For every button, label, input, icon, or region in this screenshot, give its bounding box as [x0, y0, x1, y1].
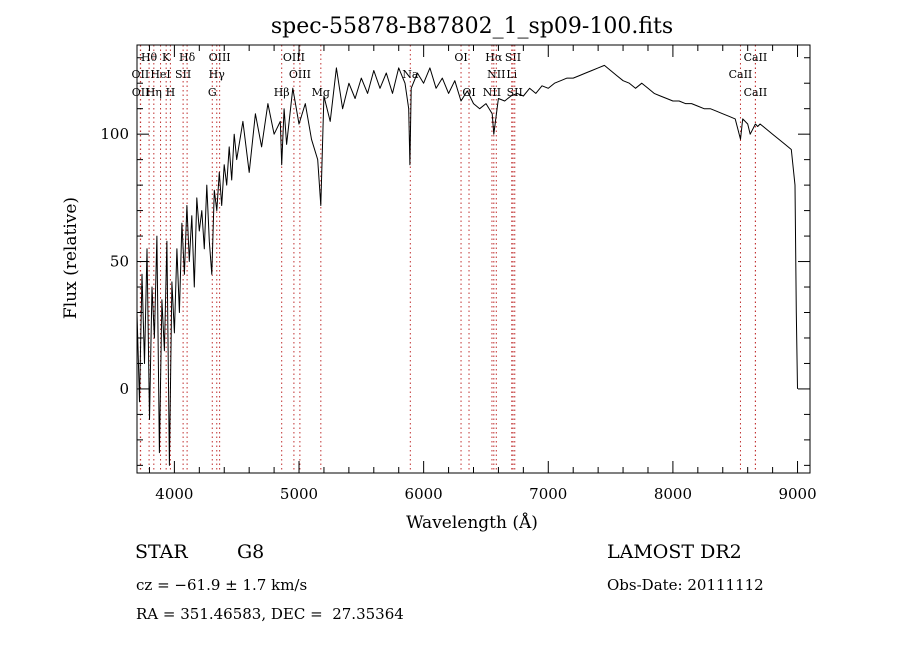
subclass-label: G8	[237, 541, 265, 563]
x-tick-label: 8000	[654, 485, 692, 503]
line-marker-label: CaII	[729, 68, 753, 81]
line-marker-label: Li	[506, 68, 517, 81]
chart-title: spec-55878-B87802_1_sp09-100.fits	[271, 14, 673, 39]
line-marker-label: Hβ	[274, 86, 290, 99]
line-marker-label: Mg	[312, 86, 330, 99]
series-group	[136, 64, 798, 466]
axes: 4000 5000 6000 7000 8000 9000 0 50 100	[100, 45, 817, 503]
line-marker-label: NII	[487, 68, 505, 81]
line-marker-label: CaII	[744, 51, 768, 64]
line-marker-label: Hα	[485, 51, 503, 64]
line-marker-label: OII	[132, 68, 150, 81]
line-marker-label: OIII	[209, 51, 231, 64]
x-tick-label: 9000	[778, 485, 816, 503]
cz-readout: cz = −61.9 ± 1.7 km/s	[136, 576, 308, 594]
x-axis-label: Wavelength (Å)	[406, 512, 538, 533]
survey-label: LAMOST DR2	[607, 541, 742, 563]
x-tick-label: 6000	[405, 485, 443, 503]
line-marker-label: Hδ	[179, 51, 196, 64]
line-marker-label: H	[166, 86, 176, 99]
class-label: STAR	[135, 541, 188, 563]
x-tick-label: 5000	[280, 485, 318, 503]
y-tick-label: 100	[100, 125, 129, 143]
line-marker-label: CaII	[744, 86, 768, 99]
line-marker-label: HeI	[150, 68, 170, 81]
x-tick-label: 7000	[529, 485, 567, 503]
line-marker-label: SII	[505, 51, 521, 64]
coords-readout: RA = 351.46583, DEC = 27.35364	[136, 605, 404, 623]
spectrum-line	[136, 64, 798, 466]
line-marker-label: Na	[402, 68, 419, 81]
line-marker-label: OIII	[283, 51, 305, 64]
line-marker-label: NII	[483, 86, 501, 99]
line-marker-label: K	[162, 51, 171, 64]
line-marker-label: OII	[132, 86, 150, 99]
line-marker-label: G	[208, 86, 217, 99]
line-marker-label: OIII	[289, 68, 311, 81]
line-marker-label: OI	[462, 86, 475, 99]
line-marker-label: Hγ	[209, 68, 226, 81]
line-marker-label: Hθ	[141, 51, 158, 64]
y-tick-label: 0	[119, 380, 129, 398]
y-axis-label: Flux (relative)	[61, 197, 81, 319]
line-marker-label: Hη	[146, 86, 162, 99]
y-tick-label: 50	[110, 253, 129, 271]
line-marker-label: OI	[454, 51, 467, 64]
obs-date-readout: Obs-Date: 20111112	[607, 576, 764, 594]
line-marker-label: SII	[175, 68, 191, 81]
x-tick-label: 4000	[155, 485, 193, 503]
